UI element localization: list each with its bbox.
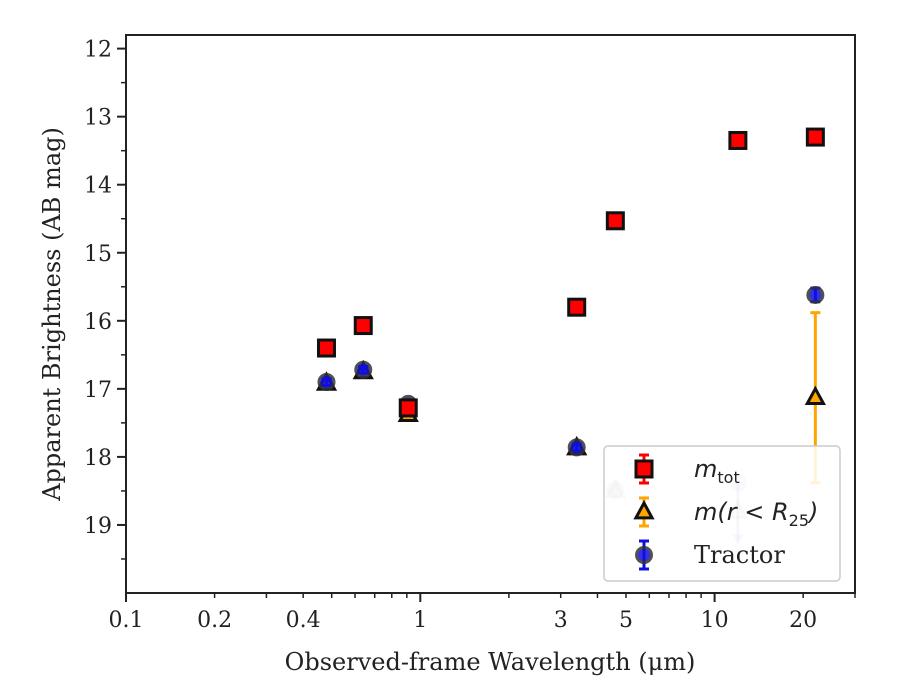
data-point-circle xyxy=(567,438,586,457)
y-tick-label: 15 xyxy=(84,242,112,267)
data-layer xyxy=(315,127,826,554)
data-point-square xyxy=(728,130,748,150)
legend-label: m(r < R25) xyxy=(694,498,818,530)
y-axis-label: Apparent Brightness (AB mag) xyxy=(38,127,66,502)
y-tick-label: 16 xyxy=(84,310,112,335)
data-point-square xyxy=(398,398,418,418)
x-tick-label: 10 xyxy=(701,608,729,633)
plot-frame xyxy=(125,34,856,594)
x-tick-label: 5 xyxy=(619,608,633,633)
legend-box xyxy=(603,445,841,582)
data-point-circle xyxy=(806,285,825,304)
x-tick-label: 0.4 xyxy=(286,608,321,633)
y-tick-label: 17 xyxy=(84,378,112,403)
x-tick-label: 3 xyxy=(554,608,568,633)
x-tick-label: 0.1 xyxy=(109,608,144,633)
x-tick-label: 20 xyxy=(789,608,817,633)
y-tick-label: 13 xyxy=(84,106,112,131)
data-point-square xyxy=(605,211,625,231)
data-point-circle xyxy=(635,546,653,564)
legend-label: mtot xyxy=(694,455,740,487)
x-tick-label: 1 xyxy=(413,608,427,633)
y-tick-label: 14 xyxy=(84,174,112,199)
data-point-square xyxy=(805,127,825,147)
data-point-square xyxy=(353,316,373,336)
legend: mtot m(r < R25) Tractor xyxy=(603,445,841,582)
y-tick-label: 19 xyxy=(84,514,112,539)
data-point-square xyxy=(634,459,654,479)
x-axis-label: Observed-frame Wavelength (μm) xyxy=(285,648,696,676)
legend-label: Tractor xyxy=(694,541,785,569)
y-tick-label: 12 xyxy=(84,38,112,63)
x-tick-label: 0.2 xyxy=(197,608,232,633)
data-point-triangle xyxy=(804,385,826,406)
data-point-square xyxy=(567,297,587,317)
data-point-circle xyxy=(317,373,336,392)
data-point-triangle xyxy=(633,499,655,520)
data-point-square xyxy=(316,338,336,358)
data-point-circle xyxy=(354,360,373,379)
y-tick-label: 18 xyxy=(84,446,112,471)
